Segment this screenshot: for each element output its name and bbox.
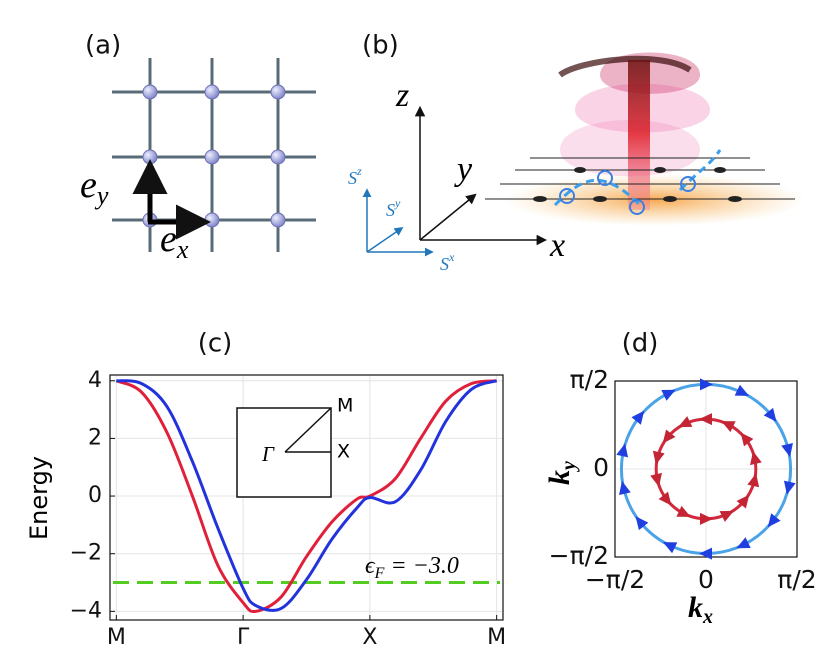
ey-sub: y bbox=[94, 181, 109, 210]
ex-main: e bbox=[160, 218, 177, 260]
chart-title: (c) bbox=[198, 329, 233, 359]
x-label-main: k bbox=[688, 591, 703, 624]
ey-main: e bbox=[80, 164, 97, 206]
spin-texture-illustration bbox=[485, 52, 805, 226]
x-axis-label: kx bbox=[688, 591, 713, 628]
sz-sup: z bbox=[356, 164, 362, 178]
spin-arrow bbox=[661, 389, 676, 401]
y-tick-label: −2 bbox=[70, 541, 102, 566]
y-tick-label: 0 bbox=[88, 483, 102, 508]
inset-label: Γ bbox=[261, 442, 275, 466]
spin-arrow bbox=[619, 480, 631, 496]
panel-label: (a) bbox=[85, 31, 121, 61]
sz-label: Sz bbox=[348, 164, 362, 188]
y-tick-label: 4 bbox=[88, 368, 102, 393]
plot-frame bbox=[109, 374, 504, 621]
y-tick-label: −π/2 bbox=[549, 541, 609, 570]
y-tick-label: −4 bbox=[70, 598, 102, 623]
spin-arrow bbox=[734, 384, 750, 396]
fermi-main: ϵ bbox=[365, 553, 376, 579]
spin-arrow bbox=[719, 510, 734, 522]
y-tick-label: π/2 bbox=[570, 365, 609, 394]
y-axis-label: y bbox=[454, 151, 473, 188]
ey-label: ey bbox=[80, 164, 109, 210]
spin-arrow bbox=[700, 378, 713, 391]
sx-label: Sx bbox=[440, 250, 455, 274]
spin-arrow bbox=[616, 443, 629, 458]
sy-sup: y bbox=[394, 196, 401, 210]
ex-label: ex bbox=[160, 218, 189, 264]
spin-axes bbox=[362, 188, 434, 257]
spin-arrow bbox=[699, 413, 712, 426]
spin-arrow bbox=[658, 491, 672, 506]
panel-label: (b) bbox=[362, 31, 399, 61]
fermi-sub: F bbox=[374, 565, 385, 582]
y-axis-label: Energy bbox=[25, 456, 53, 540]
x-tick-label: M bbox=[487, 625, 506, 650]
chart-title: (d) bbox=[622, 329, 659, 359]
y-label-main: k bbox=[543, 470, 576, 485]
spin-arrow bbox=[740, 432, 754, 447]
spin-arrow bbox=[676, 505, 691, 517]
inset-label: M bbox=[337, 395, 353, 417]
ex-sub: x bbox=[176, 235, 189, 264]
sy-main: S bbox=[386, 200, 395, 220]
y-axis-label: ky bbox=[543, 461, 580, 485]
x-tick-label: Γ bbox=[237, 625, 250, 650]
z-axis-label: z bbox=[395, 77, 409, 114]
x-tick-label: M bbox=[107, 625, 126, 650]
y-tick-label: 0 bbox=[593, 453, 609, 482]
inset-label: X bbox=[337, 441, 350, 463]
spin-arrow bbox=[747, 473, 760, 488]
x-axis-label: x bbox=[549, 227, 565, 264]
spin-arrow bbox=[652, 450, 665, 465]
x-tick-label: 0 bbox=[698, 565, 714, 594]
fermi-rest: = −3.0 bbox=[384, 553, 458, 579]
spin-arrow bbox=[662, 542, 678, 554]
real-axes bbox=[414, 105, 548, 246]
sy-label: Sy bbox=[386, 196, 401, 220]
spin-arrow bbox=[678, 416, 693, 428]
spin-arrow bbox=[781, 442, 793, 458]
x-tick-label: π/2 bbox=[777, 565, 816, 594]
spin-arrow bbox=[763, 407, 777, 422]
plot-frame bbox=[614, 380, 798, 558]
x-label-sub: x bbox=[702, 606, 713, 628]
spin-arrow bbox=[650, 472, 662, 487]
lattice-sites bbox=[142, 84, 286, 228]
spin-arrow bbox=[736, 537, 751, 549]
spin-arrow bbox=[750, 451, 762, 466]
spin-arrow bbox=[662, 429, 676, 444]
spin-arrow bbox=[635, 516, 649, 531]
x-tick-label: −π/2 bbox=[585, 565, 645, 594]
spin-arrow bbox=[631, 410, 645, 425]
sx-main: S bbox=[440, 254, 449, 274]
y-tick-label: 2 bbox=[88, 425, 102, 450]
spin-arrow bbox=[721, 421, 736, 433]
spin-arrow bbox=[700, 512, 713, 525]
sz-main: S bbox=[348, 168, 357, 188]
spin-arrow bbox=[767, 513, 781, 528]
y-label-sub: y bbox=[558, 461, 580, 472]
fermi-label: ϵF = −3.0 bbox=[365, 553, 459, 582]
band-line bbox=[116, 379, 498, 612]
band-line bbox=[115, 379, 497, 614]
spin-arrow bbox=[699, 547, 712, 560]
sx-sup: x bbox=[448, 250, 455, 264]
inset-path bbox=[284, 407, 332, 453]
x-tick-label: X bbox=[362, 625, 377, 650]
spin-arrow bbox=[783, 480, 796, 495]
spin-arrow bbox=[736, 494, 750, 509]
